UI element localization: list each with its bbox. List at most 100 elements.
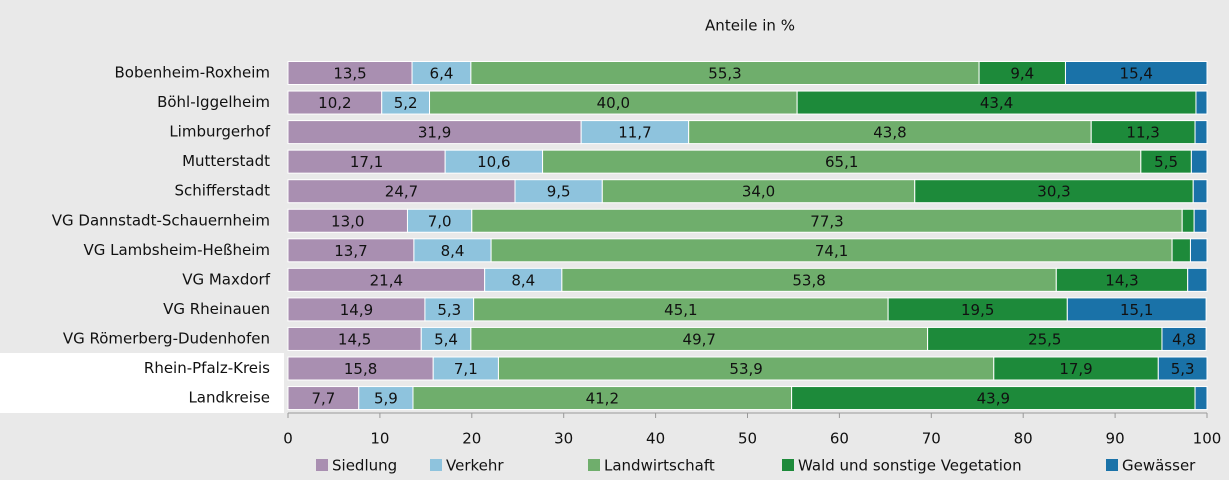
- y-tick-label: Schifferstadt: [175, 182, 271, 200]
- value-label: 5,4: [434, 330, 458, 348]
- value-label: 40,0: [597, 94, 630, 112]
- x-tick-label: 10: [370, 430, 389, 448]
- bar-segment: [1157, 356, 1208, 381]
- legend-swatch: [782, 459, 794, 471]
- value-label: 45,1: [664, 301, 697, 319]
- bar-segment: [1190, 149, 1208, 174]
- y-tick-label: Landkreise: [188, 389, 270, 407]
- bar-segment: [1171, 238, 1191, 263]
- value-label: 15,4: [1120, 65, 1153, 83]
- value-label: 5,5: [1154, 153, 1178, 171]
- x-tick-label: 70: [922, 430, 941, 448]
- bar-segment: [1193, 208, 1208, 233]
- value-label: 9,4: [1010, 65, 1034, 83]
- value-label: 14,3: [1105, 271, 1138, 289]
- value-label: 14,9: [340, 301, 373, 319]
- value-label: 43,9: [977, 390, 1010, 408]
- bar-segment: [1161, 326, 1207, 351]
- legend-label: Landwirtschaft: [604, 457, 715, 475]
- value-label: 5,3: [1171, 360, 1195, 378]
- x-tick-label: 30: [554, 430, 573, 448]
- value-label: 55,3: [708, 65, 741, 83]
- x-tick-label: 90: [1106, 430, 1125, 448]
- value-label: 49,7: [683, 330, 716, 348]
- x-tick-label: 60: [830, 430, 849, 448]
- highlight-band: [0, 353, 284, 413]
- value-label: 6,4: [430, 65, 454, 83]
- value-label: 10,2: [318, 94, 351, 112]
- x-tick-label: 100: [1193, 430, 1222, 448]
- x-tick-label: 80: [1014, 430, 1033, 448]
- value-label: 34,0: [742, 183, 775, 201]
- value-label: 43,8: [873, 124, 906, 142]
- y-tick-label: VG Rheinauen: [163, 300, 270, 318]
- value-label: 13,0: [331, 212, 364, 230]
- legend-label: Wald und sonstige Vegetation: [798, 457, 1022, 475]
- y-tick-label: Mutterstadt: [182, 152, 270, 170]
- value-label: 17,1: [350, 153, 383, 171]
- value-label: 25,5: [1028, 330, 1061, 348]
- value-label: 15,8: [344, 360, 377, 378]
- value-label: 65,1: [825, 153, 858, 171]
- value-label: 19,5: [961, 301, 994, 319]
- value-label: 5,9: [374, 390, 398, 408]
- value-label: 17,9: [1059, 360, 1092, 378]
- legend-label: Siedlung: [332, 457, 397, 475]
- bar-segment: [1064, 61, 1208, 85]
- legend-swatch: [1106, 459, 1118, 471]
- y-tick-label: VG Maxdorf: [182, 270, 271, 288]
- y-tick-label: Limburgerhof: [169, 123, 270, 141]
- value-label: 4,8: [1172, 330, 1196, 348]
- value-label: 21,4: [370, 271, 403, 289]
- bar-segment: [1189, 238, 1208, 263]
- value-label: 13,5: [333, 65, 366, 83]
- value-label: 14,5: [338, 330, 371, 348]
- x-tick-label: 0: [283, 430, 293, 448]
- value-label: 53,8: [792, 271, 825, 289]
- value-label: 5,3: [437, 301, 461, 319]
- x-tick-label: 40: [646, 430, 665, 448]
- chart-title: Anteile in %: [705, 17, 795, 35]
- legend-label: Gewässer: [1122, 457, 1196, 475]
- bar-segment: [1066, 297, 1207, 322]
- y-tick-label: Böhl-Iggelheim: [157, 93, 270, 111]
- legend-swatch: [316, 459, 328, 471]
- value-label: 5,2: [394, 94, 418, 112]
- y-tick-label: VG Römerberg-Dudenhofen: [63, 329, 270, 347]
- value-label: 43,4: [980, 94, 1013, 112]
- value-label: 15,1: [1120, 301, 1153, 319]
- bar-segment: [1194, 386, 1208, 411]
- value-label: 7,0: [428, 212, 452, 230]
- y-tick-label: VG Lambsheim-Heßheim: [83, 241, 270, 259]
- value-label: 11,3: [1126, 124, 1159, 142]
- y-tick-label: Bobenheim-Roxheim: [114, 64, 270, 82]
- legend-swatch: [430, 459, 442, 471]
- x-tick-label: 20: [462, 430, 481, 448]
- y-tick-label: VG Dannstadt-Schauernheim: [52, 211, 270, 229]
- value-label: 9,5: [547, 183, 571, 201]
- value-label: 7,7: [311, 390, 335, 408]
- value-label: 8,4: [441, 242, 465, 260]
- legend-swatch: [588, 459, 600, 471]
- value-label: 77,3: [810, 212, 843, 230]
- x-tick-label: 50: [738, 430, 757, 448]
- value-label: 74,1: [815, 242, 848, 260]
- value-label: 31,9: [418, 124, 451, 142]
- value-label: 10,6: [477, 153, 510, 171]
- value-label: 41,2: [586, 390, 619, 408]
- value-label: 30,3: [1037, 183, 1070, 201]
- legend-label: Verkehr: [446, 457, 504, 475]
- value-label: 13,7: [334, 242, 367, 260]
- value-label: 8,4: [511, 271, 535, 289]
- bar-segment: [1194, 120, 1208, 145]
- bar-segment: [1181, 208, 1195, 233]
- value-label: 11,7: [618, 124, 651, 142]
- y-tick-label: Rhein-Pfalz-Kreis: [144, 359, 270, 377]
- bar-segment: [1192, 179, 1208, 204]
- bar-segment: [1187, 267, 1208, 292]
- bar-segment: [1195, 90, 1208, 115]
- value-label: 53,9: [729, 360, 762, 378]
- value-label: 24,7: [385, 183, 418, 201]
- value-label: 7,1: [454, 360, 478, 378]
